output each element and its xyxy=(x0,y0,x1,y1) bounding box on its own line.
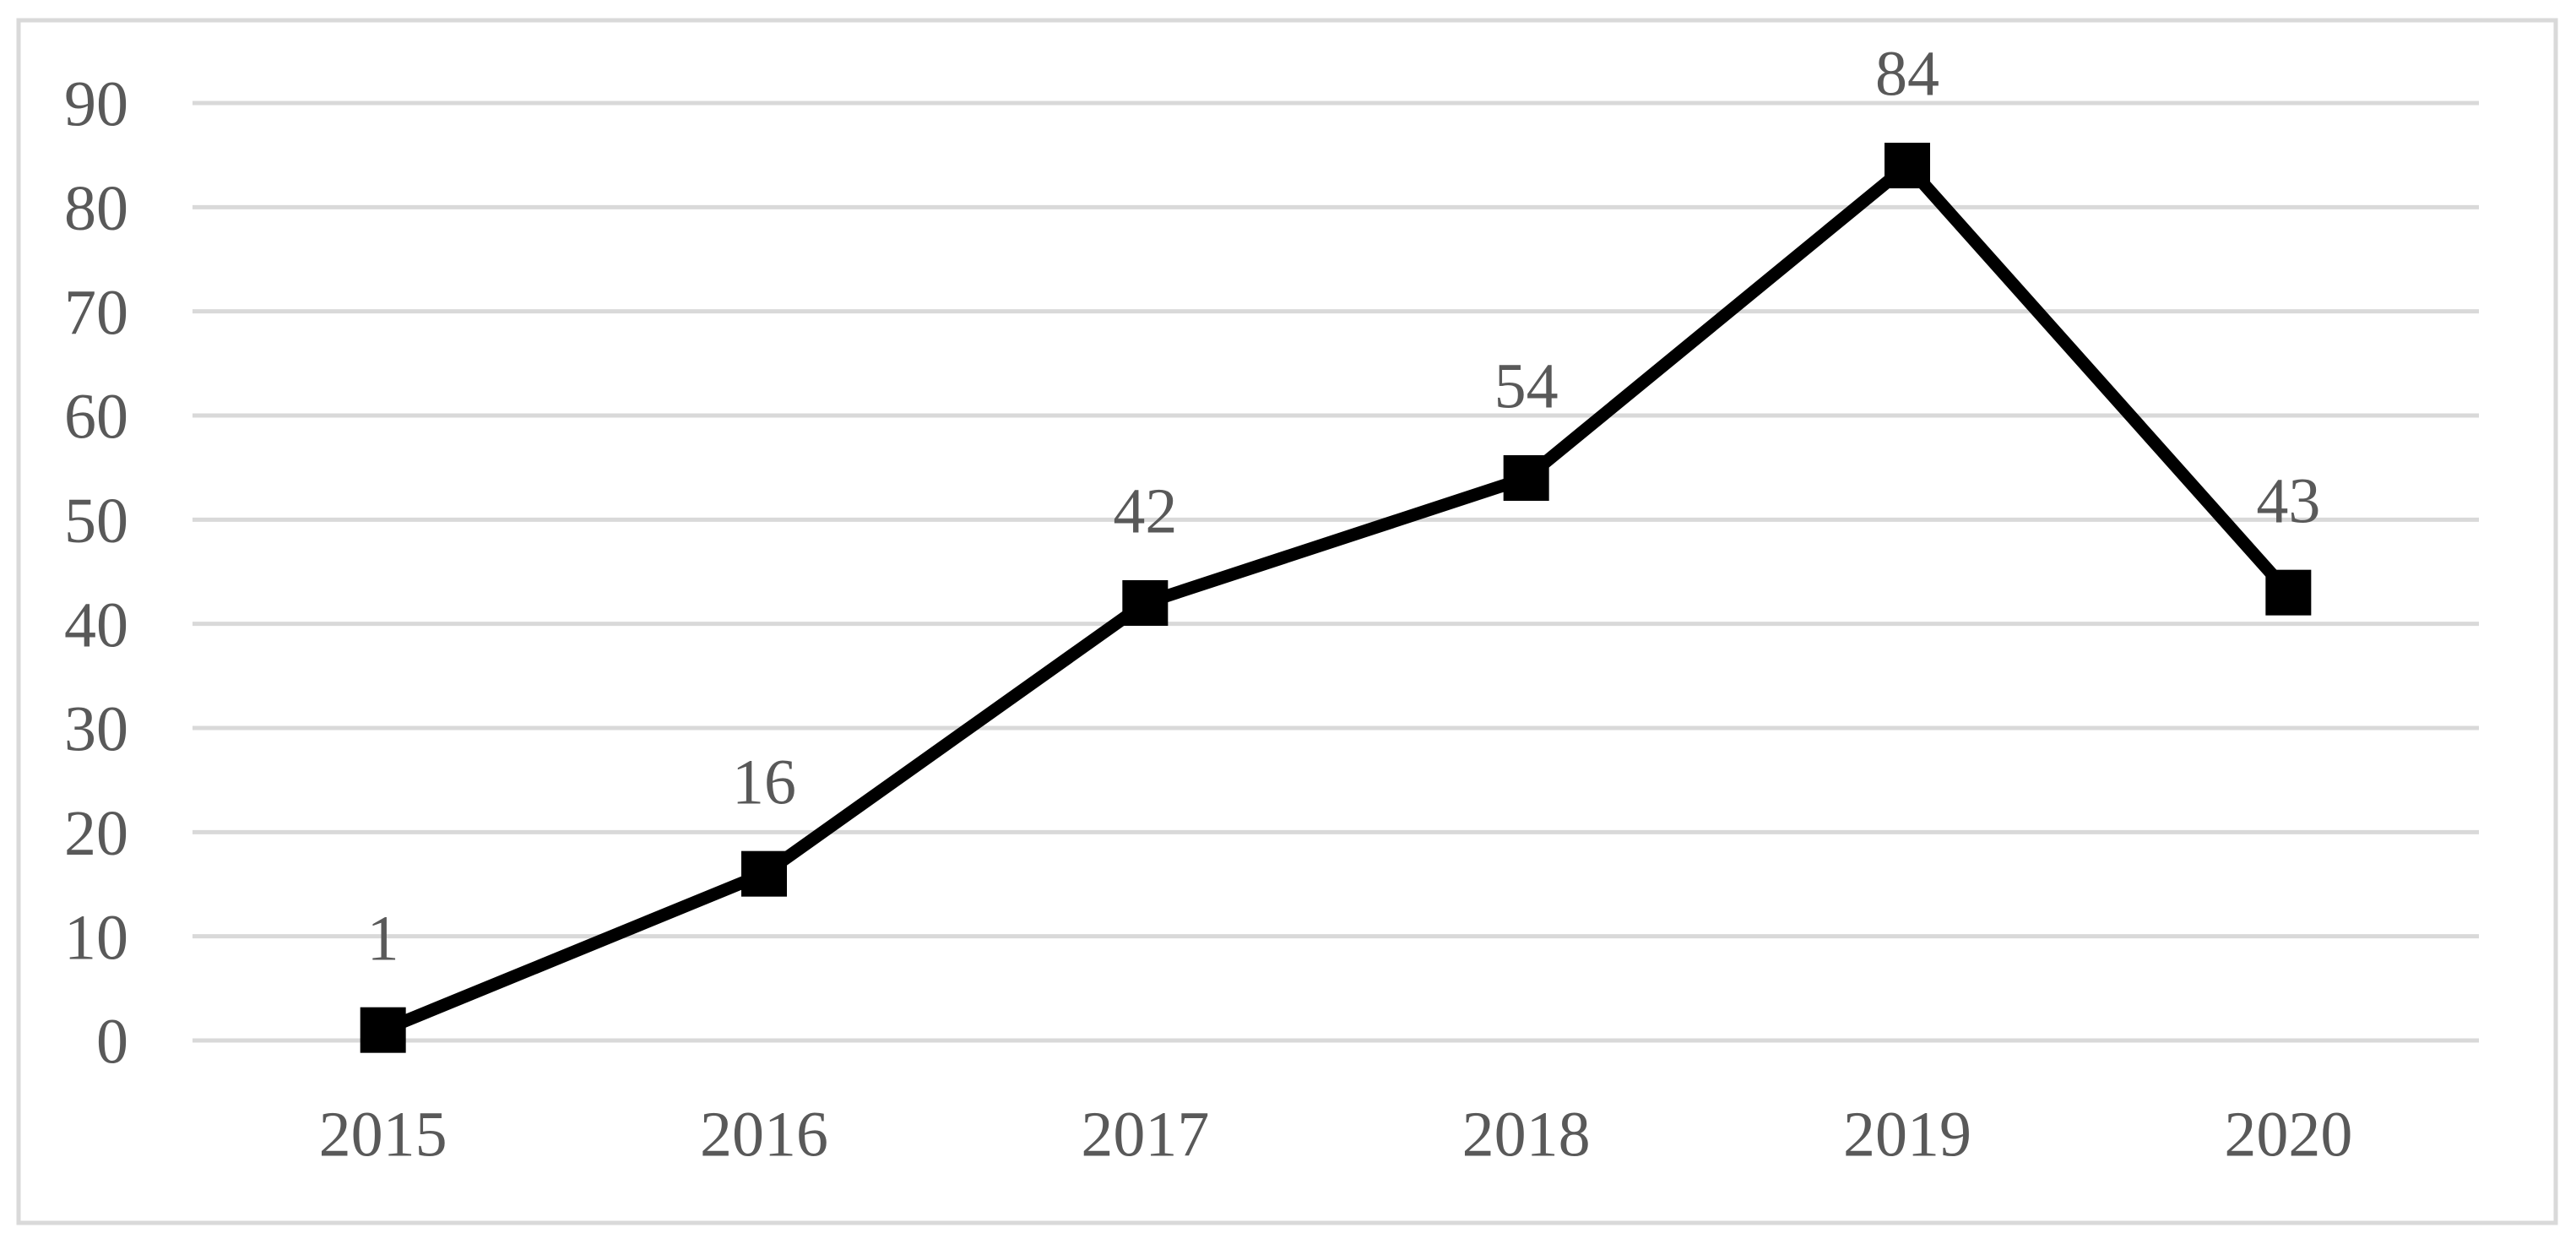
data-label: 16 xyxy=(732,747,796,818)
data-point-marker xyxy=(1885,143,1930,188)
data-label: 54 xyxy=(1494,351,1559,422)
y-axis-tick-label: 80 xyxy=(64,173,128,244)
series-line xyxy=(377,159,2295,1037)
data-point-marker xyxy=(1503,455,1549,501)
data-label: 84 xyxy=(1875,39,1939,110)
chart-frame-border xyxy=(16,18,2558,1225)
data-point-marker xyxy=(2265,569,2312,616)
x-axis-category-label: 2015 xyxy=(319,1100,447,1171)
data-label: 1 xyxy=(367,903,399,974)
x-axis-category-label: 2017 xyxy=(1081,1100,1209,1171)
x-axis-category-label: 2019 xyxy=(1843,1100,1971,1171)
y-axis-tick-label: 30 xyxy=(64,694,128,765)
y-axis-tick-label: 70 xyxy=(64,277,128,348)
y-axis-tick-label: 40 xyxy=(64,589,128,660)
data-point-marker xyxy=(1122,580,1169,626)
y-axis-tick-label: 0 xyxy=(96,1007,128,1078)
x-axis-category-label: 2018 xyxy=(1462,1100,1591,1171)
y-axis-tick-label: 60 xyxy=(64,382,128,453)
y-axis-tick-label: 10 xyxy=(64,902,128,973)
x-axis-category-label: 2016 xyxy=(700,1100,828,1171)
y-axis-tick-label: 90 xyxy=(64,69,128,140)
x-axis-category-label: 2020 xyxy=(2224,1100,2352,1171)
data-point-marker xyxy=(360,1007,406,1053)
data-label: 43 xyxy=(2256,465,2320,536)
data-point-marker xyxy=(741,850,787,897)
y-axis-tick-label: 50 xyxy=(64,486,128,557)
data-label: 42 xyxy=(1113,476,1177,547)
y-axis-tick-label: 20 xyxy=(64,798,128,869)
